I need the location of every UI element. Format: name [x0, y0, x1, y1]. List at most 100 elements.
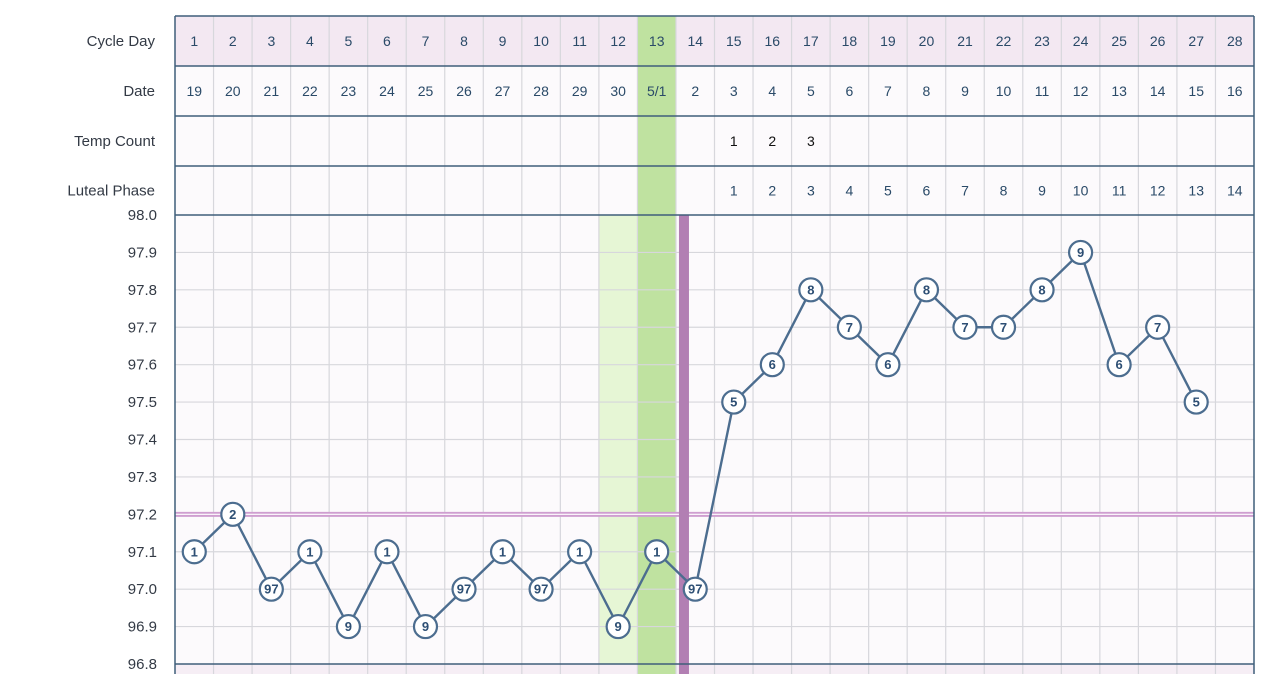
date-cell: 28 — [533, 83, 549, 99]
temperature-point: 8 — [1029, 277, 1055, 303]
gridlines — [175, 16, 1254, 674]
y-tick-label: 97.6 — [128, 357, 157, 374]
date-cell: 9 — [961, 83, 969, 99]
temperature-point-label: 1 — [499, 544, 506, 559]
temperature-point: 1 — [181, 539, 207, 565]
temperature-point-marker — [412, 613, 439, 640]
temperature-point-label: 9 — [1077, 245, 1084, 260]
cycle-day-cell: 7 — [422, 33, 430, 49]
temperature-point: 97 — [258, 576, 284, 602]
y-tick-label: 97.7 — [128, 319, 157, 336]
temperature-point-marker — [1183, 389, 1209, 415]
temperature-point: 9 — [335, 613, 362, 640]
y-tick-label: 96.8 — [128, 656, 157, 673]
temperature-point-label: 8 — [1038, 282, 1045, 297]
luteal-phase-cell: 3 — [807, 183, 815, 199]
cycle-day-cell: 8 — [460, 33, 468, 49]
temperature-point: 6 — [875, 352, 901, 378]
temp-count-cell: 2 — [768, 133, 776, 149]
temperature-point-marker — [297, 539, 323, 565]
temperature-point: 1 — [567, 539, 593, 565]
temperature-point-marker — [1106, 352, 1132, 378]
temperature-point: 1 — [297, 539, 323, 565]
peak-fertile-band-bottom — [637, 664, 676, 674]
date-cell: 20 — [225, 83, 241, 99]
temperature-point-label: 9 — [345, 619, 352, 634]
temperature-point-label: 6 — [1116, 357, 1123, 372]
cycle-day-cell: 10 — [533, 33, 549, 49]
date-cell: 19 — [186, 83, 202, 99]
y-tick-label: 97.4 — [128, 432, 157, 449]
temperature-point-label: 1 — [191, 544, 198, 559]
temperature-point-marker — [605, 613, 631, 640]
temperature-point-marker — [567, 539, 593, 565]
date-cell: 6 — [845, 83, 853, 99]
temperature-series: 1 2 97 1 9 1 9 97 1 97 1 9 1 97 5 6 8 7 6 8 7 7 8 9 6 7 5 — [181, 239, 1209, 640]
cycle-day-cell: 3 — [267, 33, 275, 49]
luteal-phase-cell: 13 — [1188, 183, 1204, 199]
date-cell: 29 — [572, 83, 588, 99]
date-cell: 5/1 — [647, 83, 667, 99]
temperature-point-marker — [721, 389, 747, 415]
temperature-point: 1 — [644, 539, 670, 565]
temperature-point-marker — [875, 352, 901, 378]
temperature-point: 1 — [374, 539, 400, 565]
cycle-day-cell: 4 — [306, 33, 314, 49]
y-tick-label: 97.2 — [128, 506, 157, 523]
luteal-phase-cell: 2 — [768, 183, 776, 199]
temperature-point-label: 1 — [383, 544, 390, 559]
temperature-point-label: 6 — [769, 357, 776, 372]
temperature-point-label: 97 — [457, 582, 471, 597]
temperature-point: 8 — [913, 277, 940, 303]
date-cell: 12 — [1073, 83, 1089, 99]
luteal-phase-cell: 9 — [1038, 183, 1046, 199]
temperature-point: 97 — [451, 576, 477, 602]
temperature-point-marker — [682, 576, 708, 602]
fertile-band — [598, 215, 638, 674]
row-label-luteal-phase: Luteal Phase — [67, 183, 155, 200]
temperature-point-marker — [913, 277, 940, 303]
temperature-point: 9 — [605, 613, 631, 640]
cycle-day-cell: 5 — [345, 33, 353, 49]
luteal-phase-cell: 5 — [884, 183, 892, 199]
temperature-point-label: 5 — [1193, 395, 1200, 410]
temperature-point-label: 97 — [688, 582, 702, 597]
temperature-point: 7 — [952, 314, 978, 340]
cycle-day-cell: 22 — [996, 33, 1012, 49]
temperature-point-label: 7 — [1000, 320, 1007, 335]
temperature-point-label: 1 — [576, 544, 583, 559]
row-label-cycle-day: Cycle Day — [87, 33, 156, 50]
date-cell: 15 — [1188, 83, 1204, 99]
cycle-day-cell: 21 — [957, 33, 973, 49]
temperature-point-label: 8 — [923, 282, 930, 297]
cycle-day-cell: 16 — [765, 33, 781, 49]
temperature-point: 9 — [1067, 239, 1094, 266]
cycle-day-cell: 17 — [803, 33, 819, 49]
date-cell: 7 — [884, 83, 892, 99]
temperature-point: 7 — [1145, 314, 1171, 340]
cycle-day-cell: 25 — [1111, 33, 1127, 49]
y-tick-label: 97.1 — [128, 544, 157, 561]
temperature-point-marker — [220, 501, 246, 527]
temperature-point-label: 1 — [306, 544, 313, 559]
ovulation-line — [678, 215, 689, 674]
temperature-point: 1 — [489, 539, 516, 565]
date-cell: 21 — [264, 83, 280, 99]
date-cell: 11 — [1035, 83, 1050, 99]
temperature-point-marker — [759, 352, 785, 378]
temperature-point-marker — [451, 576, 477, 602]
date-cell: 10 — [996, 83, 1012, 99]
table-cells: 1 2 3 4 5 6 7 8 9 10 11 12 13 14 15 16 17 18 19 20 21 22 23 24 2… — [186, 33, 1242, 199]
temperature-point-marker — [181, 539, 207, 565]
luteal-phase-cell: 10 — [1073, 183, 1089, 199]
cycle-day-cell: 12 — [610, 33, 626, 49]
date-cell: 2 — [691, 83, 699, 99]
luteal-phase-cell: 7 — [961, 183, 969, 199]
temperature-point-marker — [952, 314, 978, 340]
date-cell: 13 — [1111, 83, 1127, 99]
temp-count-cell: 3 — [807, 133, 815, 149]
luteal-phase-cell: 11 — [1112, 183, 1127, 199]
cycle-day-cell: 20 — [919, 33, 935, 49]
temperature-point-label: 2 — [229, 507, 236, 522]
y-tick-label: 97.5 — [128, 394, 157, 411]
